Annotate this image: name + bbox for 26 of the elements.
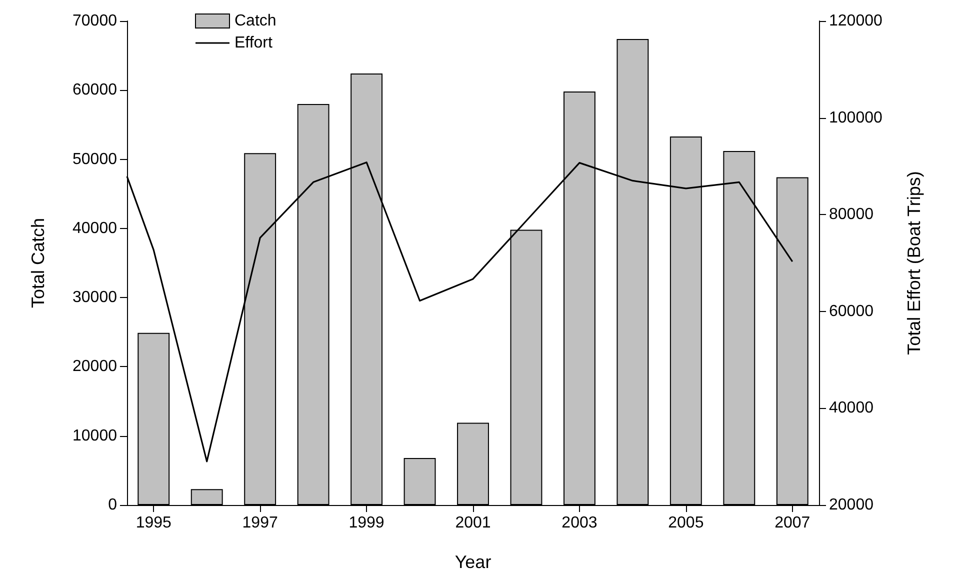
y2-tick-label: 60000 xyxy=(829,302,874,320)
x-tick-label: 1995 xyxy=(136,514,172,532)
y-tick-label: 10000 xyxy=(72,427,118,444)
y2-tick-label: 20000 xyxy=(829,496,874,514)
y-tick-label: 0 xyxy=(108,496,118,514)
x-tick-label: 1997 xyxy=(242,514,278,532)
y-tick-label: 20000 xyxy=(72,358,118,376)
legend-label: Catch xyxy=(234,12,276,30)
y2-tick-label: 120000 xyxy=(829,12,882,30)
y-tick-label: 30000 xyxy=(72,289,118,306)
x-tick-label: 2003 xyxy=(562,514,598,532)
y2-axis-title: Total Effort (Boat Trips) xyxy=(904,171,924,355)
x-tick-label: 2001 xyxy=(455,514,491,532)
x-axis-title: Year xyxy=(454,552,492,572)
y2-tick-label: 80000 xyxy=(829,206,874,224)
y2-tick-label: 100000 xyxy=(829,109,882,126)
legend-label: Effort xyxy=(234,34,273,52)
x-tick-label: 2007 xyxy=(774,514,810,532)
x-tick-label: 1999 xyxy=(348,514,384,532)
y-axis-title: Total Catch xyxy=(28,218,48,308)
y-tick-label: 60000 xyxy=(72,82,118,99)
y-tick-label: 50000 xyxy=(72,150,118,168)
y-tick-label: 70000 xyxy=(72,12,118,30)
y-tick-label: 40000 xyxy=(72,220,118,237)
y2-tick-label: 40000 xyxy=(829,400,874,417)
x-tick-label: 2005 xyxy=(668,514,704,532)
